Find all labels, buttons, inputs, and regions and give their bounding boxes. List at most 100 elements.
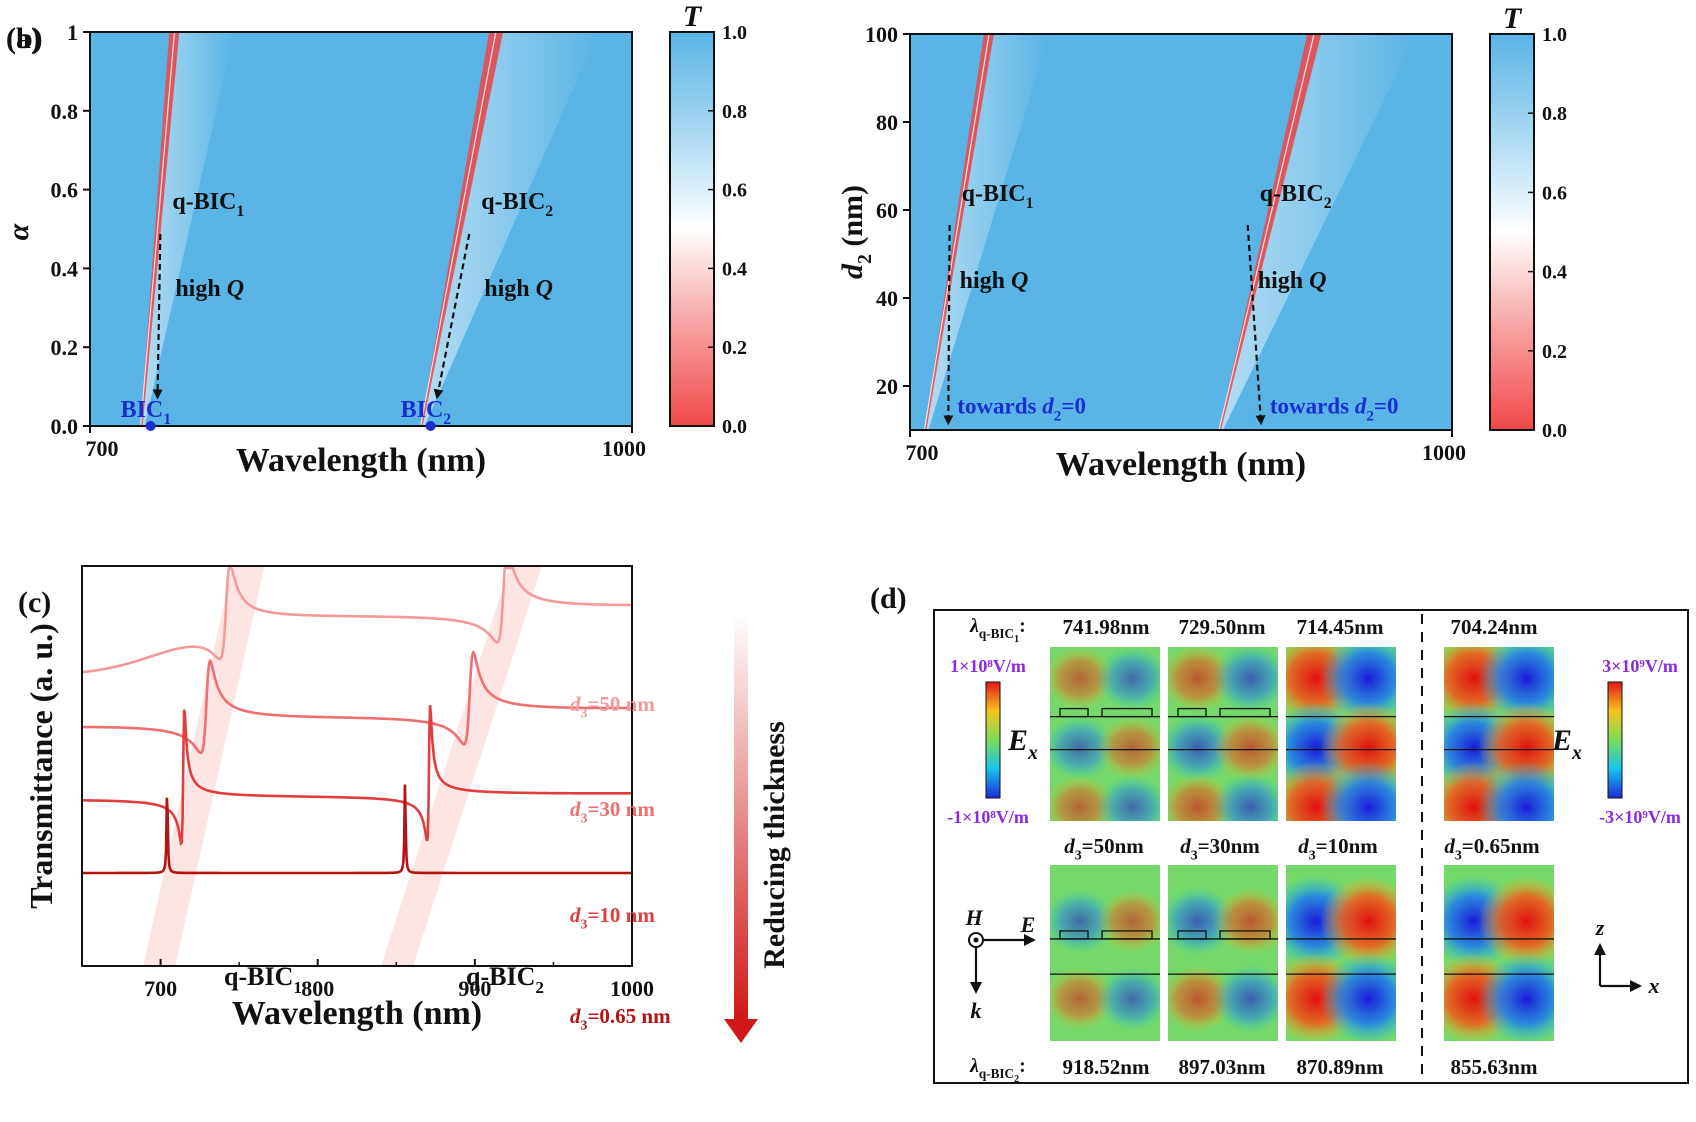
x-axis-label: Wavelength (nm) bbox=[232, 995, 482, 1032]
annotation-arrow bbox=[152, 233, 163, 400]
plot-frame bbox=[81, 565, 633, 967]
colorbar-tick-label: 0.8 bbox=[1542, 103, 1567, 125]
panel-label: (b) bbox=[6, 22, 43, 55]
grating-bar bbox=[1059, 707, 1089, 718]
y-tick-label: 80 bbox=[876, 110, 898, 135]
h-field-dot bbox=[973, 937, 979, 943]
thickness-label: d3=0.65nm bbox=[1444, 834, 1540, 862]
lambda2-value: 897.03nm bbox=[1179, 1055, 1266, 1079]
lambda2-value: 918.52nm bbox=[1063, 1055, 1150, 1079]
thickness-label: d3=50nm bbox=[1064, 834, 1144, 862]
field-lobe bbox=[1320, 875, 1396, 968]
field-lobe bbox=[1096, 967, 1160, 1031]
annotation-q-BIC1: q-BIC1 bbox=[962, 181, 1034, 212]
grating-bar bbox=[1101, 707, 1153, 718]
y-tick-label: 40 bbox=[876, 286, 898, 311]
resonance-line-q-BIC2 bbox=[420, 32, 504, 426]
x-tick-label: 1000 bbox=[1422, 440, 1466, 465]
x-axis-label: Wavelength (nm) bbox=[1056, 446, 1306, 483]
field-colorbar-min: -3×10⁹V/m bbox=[1599, 807, 1681, 827]
field-lobe bbox=[1096, 647, 1160, 711]
y-tick-label: 1 bbox=[67, 20, 78, 45]
y-tick-label: 0.4 bbox=[51, 256, 79, 281]
y-axis-label: Transmittance (a. u.) bbox=[23, 623, 59, 909]
colorbar-tick-label: 0.2 bbox=[722, 337, 747, 359]
lambda1-value: 704.24nm bbox=[1451, 615, 1538, 639]
x-tick-label: 800 bbox=[301, 976, 334, 1001]
annotation-q-BIC1: q-BIC1 bbox=[172, 189, 244, 220]
grating-bar bbox=[1101, 930, 1153, 940]
heatmap-area bbox=[90, 32, 632, 426]
colorbar-tick-label: 0.4 bbox=[722, 258, 747, 280]
colorbar-tick-label: 1.0 bbox=[722, 22, 747, 44]
thickness-label: d3=10nm bbox=[1298, 834, 1378, 862]
field-colorbar-max: 1×10⁸V/m bbox=[950, 656, 1026, 676]
towards-label: towards d2=0 bbox=[1270, 393, 1399, 424]
field-lobe bbox=[1478, 875, 1554, 968]
field-lobe bbox=[1050, 889, 1116, 954]
field-lobe bbox=[1096, 889, 1160, 954]
field-lobe bbox=[1320, 761, 1396, 821]
series-label: d3=0.65 nm bbox=[570, 1004, 671, 1032]
y-tick-label: 60 bbox=[876, 198, 898, 223]
resonance-band-1 bbox=[143, 566, 265, 966]
field-lobe bbox=[1212, 647, 1278, 713]
annotation-arrow bbox=[1246, 224, 1266, 426]
colorbar-tick-label: 0.0 bbox=[1542, 420, 1567, 442]
field-map bbox=[1286, 865, 1396, 1041]
annotation-high-q: high Q bbox=[484, 276, 553, 302]
panel-c: 700 800 900 1000 Wavelength (nm) Transmittanc… bbox=[18, 565, 791, 1043]
heatmap-area bbox=[910, 34, 1452, 430]
panel-label: (d) bbox=[870, 582, 907, 615]
y-axis-label: α bbox=[2, 223, 35, 240]
x-tick-label: 1000 bbox=[610, 976, 654, 1001]
field-colorbar-label: Ex bbox=[1007, 724, 1038, 764]
annotation-q-BIC2: q-BIC2 bbox=[481, 189, 553, 220]
colorbar bbox=[1489, 33, 1535, 431]
colorbar-tick-label: 0.2 bbox=[1542, 341, 1567, 363]
field-map bbox=[1444, 647, 1554, 821]
plot-frame bbox=[909, 33, 1453, 431]
field-lobe bbox=[1050, 647, 1116, 711]
reducing-thickness-label: Reducing thickness bbox=[758, 721, 791, 969]
field-map bbox=[1168, 865, 1278, 1041]
panel-a: 0.0 0.2 0.4 0.6 0.8 1 700 1000 Wavelength (nm) (a… bbox=[2, 0, 747, 479]
field-lobe bbox=[1212, 964, 1278, 1033]
lambda2-value: 870.89nm bbox=[1297, 1055, 1384, 1079]
grating-bar bbox=[1219, 707, 1271, 718]
field-lobe bbox=[1050, 967, 1116, 1031]
field-lobe bbox=[1212, 714, 1278, 782]
panel-label: (c) bbox=[18, 586, 51, 619]
field-lobe bbox=[1320, 952, 1396, 1041]
y-tick-label: 0.0 bbox=[51, 414, 79, 439]
spectra-area bbox=[82, 566, 632, 966]
field-map bbox=[1286, 647, 1396, 821]
y-axis-label: d2 (nm) bbox=[836, 185, 876, 279]
field-map bbox=[1050, 865, 1160, 1041]
lambda1-value: 714.45nm bbox=[1297, 615, 1384, 639]
lambda2-value: 855.63nm bbox=[1451, 1055, 1538, 1079]
band-label-2: q-BIC2 bbox=[466, 962, 544, 997]
series-label: d3=30 nm bbox=[570, 797, 655, 825]
field-lobe bbox=[1050, 716, 1116, 780]
colorbar-title: T bbox=[683, 0, 703, 33]
x-tick-label: 700 bbox=[906, 440, 939, 465]
x-label: x bbox=[1648, 973, 1660, 998]
resonance-edge bbox=[1218, 34, 1315, 430]
thickness-arrow-shaft bbox=[734, 614, 748, 1019]
colorbar-tick-label: 0.0 bbox=[722, 416, 747, 438]
panel-label: (a) bbox=[6, 22, 41, 55]
annotation-arrow bbox=[943, 224, 954, 426]
field-lobe bbox=[1212, 773, 1278, 821]
field-map bbox=[1050, 647, 1160, 821]
bic-label: BIC1 bbox=[121, 397, 172, 428]
grating-bar bbox=[1177, 707, 1207, 718]
h-field-symbol bbox=[968, 932, 984, 948]
colorbar-tick-label: 0.6 bbox=[722, 180, 747, 202]
bic-point bbox=[425, 421, 436, 431]
annotation-arrow bbox=[433, 233, 471, 400]
resonance-edge bbox=[139, 32, 176, 426]
y-tick-label: 0.2 bbox=[51, 335, 79, 360]
lambda2-label: λq-BIC2: bbox=[969, 1055, 1026, 1085]
